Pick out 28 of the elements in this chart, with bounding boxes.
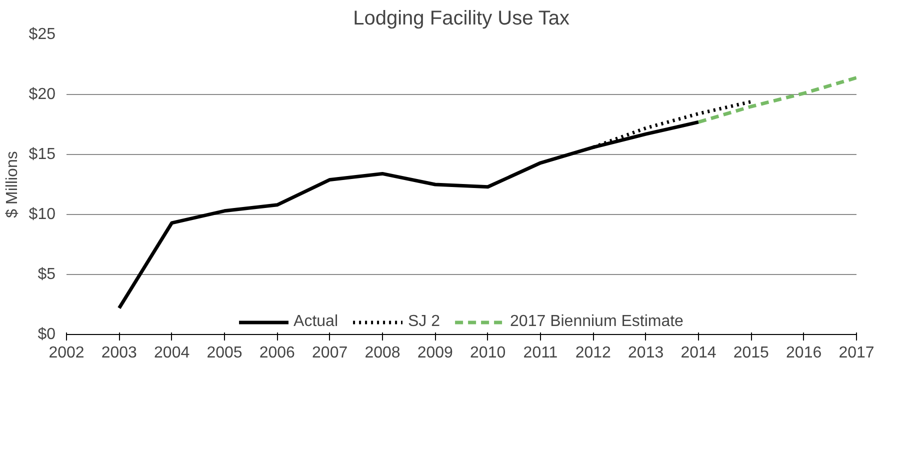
x-tick-label: 2016 [786, 344, 822, 362]
x-tick-label: 2011 [523, 344, 558, 362]
legend-label: SJ 2 [408, 313, 440, 331]
x-tick-label: 2008 [364, 344, 400, 362]
y-tick-label: $10 [28, 206, 56, 223]
y-tick-label: $20 [28, 86, 56, 103]
line-series [696, 76, 856, 124]
x-tick-label: 2006 [259, 344, 296, 362]
x-tick-label: 2013 [628, 344, 664, 362]
x-tick-label: 2010 [470, 344, 506, 362]
y-axis-title: $ Millions [4, 151, 21, 218]
x-tick-label: 2005 [206, 344, 242, 362]
y-tick-label: $5 [38, 266, 56, 283]
y-tick-label: $0 [38, 326, 56, 343]
y-tick-label: $15 [28, 146, 56, 163]
y-tick-label: $25 [28, 26, 56, 43]
chart-title: Lodging Facility Use Tax [353, 8, 570, 30]
x-tick-label: 2017 [838, 344, 874, 362]
x-tick-label: 2004 [154, 344, 190, 362]
x-tick-label: 2015 [733, 344, 770, 362]
x-tick-label: 2014 [680, 344, 716, 362]
x-tick-label: 2003 [101, 344, 138, 362]
x-tick-label: 2002 [48, 344, 84, 362]
x-tick-label: 2007 [312, 344, 348, 362]
legend-label: Actual [294, 313, 338, 331]
legend-label: 2017 Biennium Estimate [510, 313, 684, 331]
x-tick-label: 2012 [575, 344, 612, 362]
x-tick-label: 2009 [417, 344, 454, 362]
